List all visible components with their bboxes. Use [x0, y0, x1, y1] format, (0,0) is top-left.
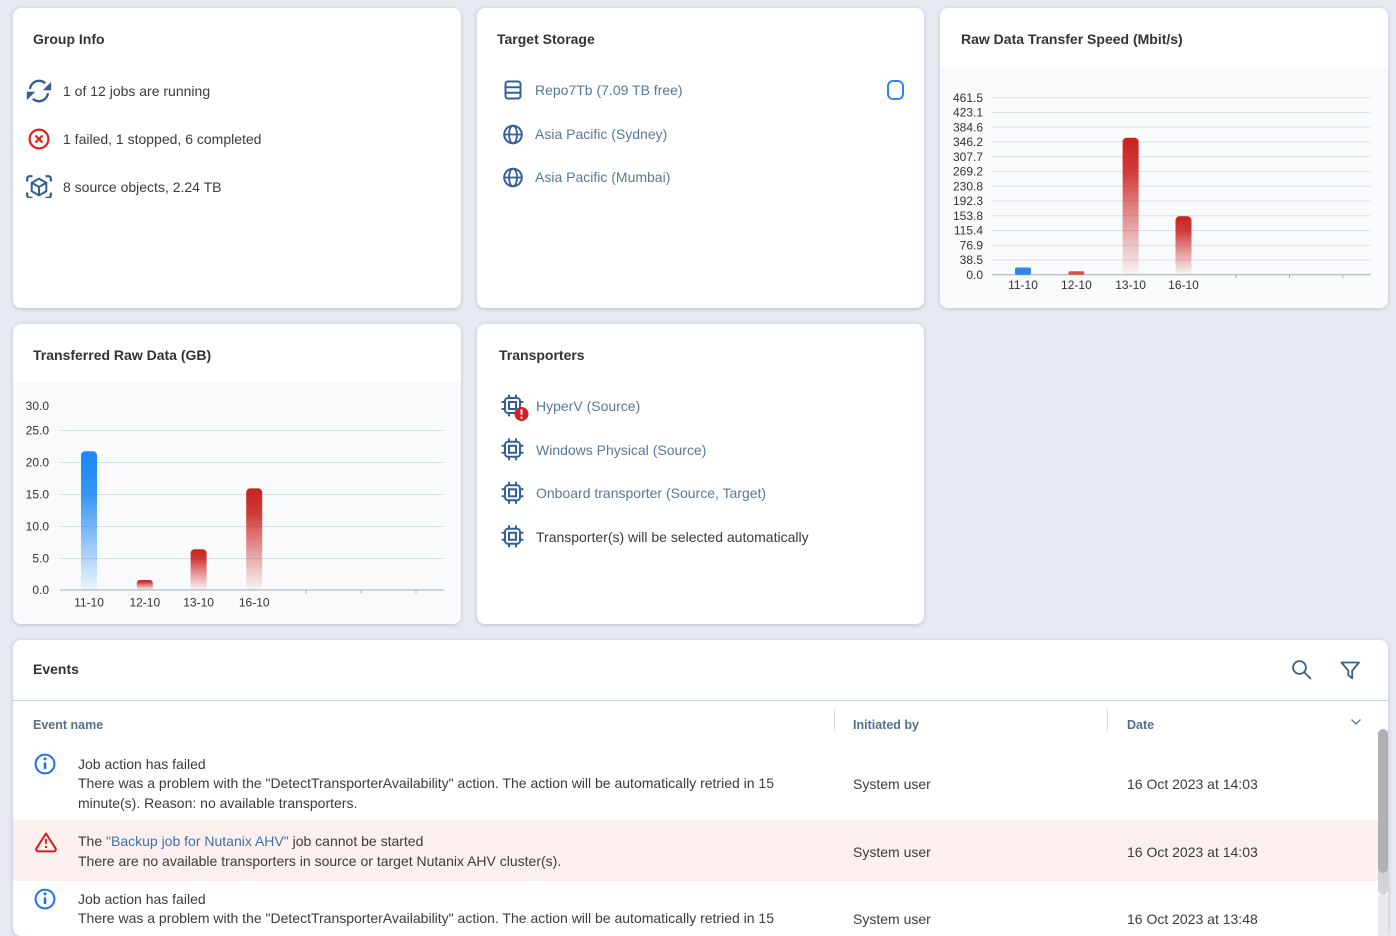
- svg-text:346.2: 346.2: [953, 135, 983, 149]
- svg-text:269.2: 269.2: [953, 165, 983, 179]
- svg-text:10.0: 10.0: [26, 520, 50, 534]
- svg-text:461.5: 461.5: [953, 91, 983, 105]
- svg-text:25.0: 25.0: [26, 424, 50, 438]
- svg-text:0.0: 0.0: [966, 268, 983, 282]
- svg-text:192.3: 192.3: [953, 194, 983, 208]
- svg-text:11-10: 11-10: [74, 596, 104, 610]
- svg-text:115.4: 115.4: [954, 224, 983, 238]
- svg-text:76.9: 76.9: [960, 239, 984, 253]
- svg-text:16-10: 16-10: [1168, 278, 1199, 292]
- svg-text:30.0: 30.0: [26, 399, 50, 413]
- svg-text:13-10: 13-10: [1115, 278, 1146, 292]
- svg-text:12-10: 12-10: [129, 596, 160, 610]
- svg-text:12-10: 12-10: [1061, 278, 1092, 292]
- svg-text:423.1: 423.1: [953, 106, 983, 120]
- svg-text:38.5: 38.5: [960, 253, 984, 267]
- svg-text:384.6: 384.6: [953, 120, 983, 134]
- svg-text:5.0: 5.0: [32, 552, 49, 566]
- svg-text:15.0: 15.0: [26, 488, 50, 502]
- svg-text:16-10: 16-10: [239, 596, 270, 610]
- svg-text:307.7: 307.7: [953, 150, 983, 164]
- svg-text:11-10: 11-10: [1008, 278, 1038, 292]
- svg-text:230.8: 230.8: [953, 179, 983, 193]
- svg-text:13-10: 13-10: [183, 596, 214, 610]
- svg-text:0.0: 0.0: [32, 583, 49, 597]
- svg-text:20.0: 20.0: [26, 456, 50, 470]
- svg-text:153.8: 153.8: [953, 209, 983, 223]
